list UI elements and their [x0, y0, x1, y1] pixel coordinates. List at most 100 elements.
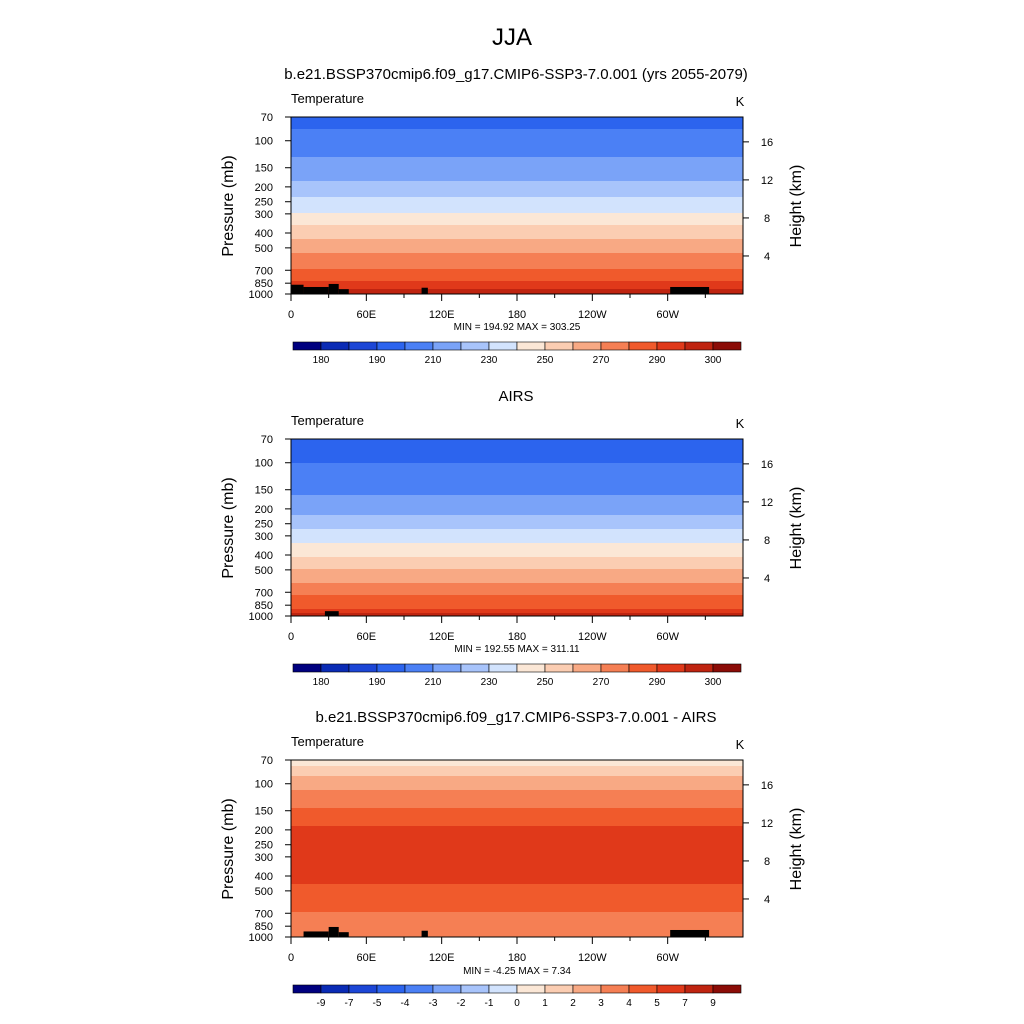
colorbar-swatch: [348, 663, 378, 673]
height-tick-label: 8: [764, 213, 770, 225]
height-tick-label: 12: [761, 497, 773, 509]
panel-model: b.e21.BSSP370cmip6.f09_g17.CMIP6-SSP3-7.…: [220, 66, 805, 333]
x-tick-label: 120E: [429, 952, 455, 964]
x-tick-label: 120W: [578, 952, 607, 964]
contour-band: [291, 289, 743, 294]
panel-difference: b.e21.BSSP370cmip6.f09_g17.CMIP6-SSP3-7.…: [220, 709, 805, 977]
x-tick-label: 60E: [357, 952, 377, 964]
colorbar-swatch: [572, 663, 602, 673]
colorbar-swatch: [628, 663, 658, 673]
colorbar-swatch: [432, 663, 462, 673]
height-tick-label: 8: [764, 535, 770, 547]
y-tick-label: 150: [255, 485, 273, 497]
stats-label: MIN = 192.55 MAX = 311.11: [454, 644, 580, 655]
x-tick-label: 0: [288, 952, 294, 964]
terrain-mask: [324, 611, 339, 616]
colorbar-swatch: [460, 663, 490, 673]
x-tick-label: 0: [288, 631, 294, 643]
y-tick-label: 700: [255, 908, 273, 920]
colorbar-label: 250: [537, 355, 554, 366]
colorbar-swatch: [516, 984, 546, 994]
colorbar-swatch: [376, 341, 406, 351]
colorbar-label: 190: [369, 355, 386, 366]
colorbar-swatch: [292, 341, 322, 351]
panel-title: b.e21.BSSP370cmip6.f09_g17.CMIP6-SSP3-7.…: [315, 709, 716, 726]
y-tick-label: 250: [255, 197, 273, 209]
colorbar-swatch: [404, 663, 434, 673]
height-tick-label: 12: [761, 175, 773, 187]
y-tick-label: 200: [255, 825, 273, 837]
terrain-mask: [670, 929, 710, 937]
contour-band: [291, 463, 743, 495]
colorbar-label: -5: [373, 998, 382, 1009]
y-tick-label: 70: [261, 112, 273, 124]
x-tick-label: 0: [288, 309, 294, 321]
colorbar-label: -3: [429, 998, 438, 1009]
contour-band: [291, 776, 743, 790]
x-tick-label: 120E: [429, 631, 455, 643]
height-tick-label: 16: [761, 459, 773, 471]
colorbar-swatch: [292, 984, 322, 994]
y-tick-label: 70: [261, 434, 273, 446]
panel-title: b.e21.BSSP370cmip6.f09_g17.CMIP6-SSP3-7.…: [284, 66, 748, 83]
y-tick-label: 250: [255, 519, 273, 531]
colorbar-swatch: [544, 984, 574, 994]
units-label: K: [736, 94, 745, 109]
y-axis-label: Pressure (mb): [220, 798, 237, 899]
contour-band: [291, 557, 743, 569]
colorbar-swatch: [404, 984, 434, 994]
colorbar-swatch: [544, 663, 574, 673]
colorbar-swatch: [628, 341, 658, 351]
colorbar-label: 270: [593, 355, 610, 366]
colorbar-swatch: [600, 984, 630, 994]
colorbar-swatch: [348, 984, 378, 994]
contour-band: [291, 826, 743, 884]
contour-band: [291, 766, 743, 776]
variable-label: Temperature: [291, 91, 364, 106]
y-tick-label: 100: [255, 458, 273, 470]
contour-band: [291, 213, 743, 225]
y-tick-label: 400: [255, 550, 273, 562]
y-tick-label: 300: [255, 852, 273, 864]
colorbar-swatch: [656, 663, 686, 673]
y-tick-label: 850: [255, 278, 273, 290]
x-tick-label: 120W: [578, 309, 607, 321]
y-tick-label: 150: [255, 163, 273, 175]
height-tick-label: 4: [764, 573, 770, 585]
x-tick-label: 60W: [656, 952, 679, 964]
colorbar-label: 4: [626, 998, 632, 1009]
colorbar-swatch: [292, 663, 322, 673]
colorbar-swatch: [320, 984, 350, 994]
y-axis-label-right: Height (km): [788, 487, 805, 570]
colorbar-label: 190: [369, 677, 386, 688]
stats-label: MIN = -4.25 MAX = 7.34: [463, 966, 571, 977]
colorbar-swatch: [488, 341, 518, 351]
colorbar-swatch: [628, 984, 658, 994]
colorbar-label: -2: [457, 998, 466, 1009]
y-tick-label: 100: [255, 136, 273, 148]
colorbar-swatch: [404, 341, 434, 351]
contour-band: [291, 515, 743, 529]
terrain-mask: [338, 932, 349, 937]
colorbar-swatch: [320, 663, 350, 673]
y-tick-label: 400: [255, 228, 273, 240]
contour-band: [291, 609, 743, 613]
colorbar-label: 270: [593, 677, 610, 688]
y-tick-label: 1000: [249, 932, 273, 944]
colorbar-label: 7: [682, 998, 688, 1009]
contour-band: [291, 157, 743, 181]
colorbar-label: 290: [649, 355, 666, 366]
contour-band: [291, 884, 743, 912]
colorbar-label: 180: [313, 677, 330, 688]
y-tick-label: 200: [255, 182, 273, 194]
stats-label: MIN = 194.92 MAX = 303.25: [454, 322, 581, 333]
contour-band: [291, 117, 743, 129]
contour-band: [291, 583, 743, 595]
height-tick-label: 4: [764, 251, 770, 263]
y-tick-label: 400: [255, 871, 273, 883]
colorbar-label: 5: [654, 998, 660, 1009]
colorbar-label: 180: [313, 355, 330, 366]
contour-band: [291, 129, 743, 157]
colorbar-swatch: [600, 341, 630, 351]
